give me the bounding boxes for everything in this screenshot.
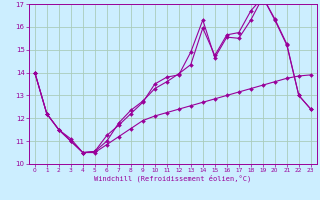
- X-axis label: Windchill (Refroidissement éolien,°C): Windchill (Refroidissement éolien,°C): [94, 175, 252, 182]
